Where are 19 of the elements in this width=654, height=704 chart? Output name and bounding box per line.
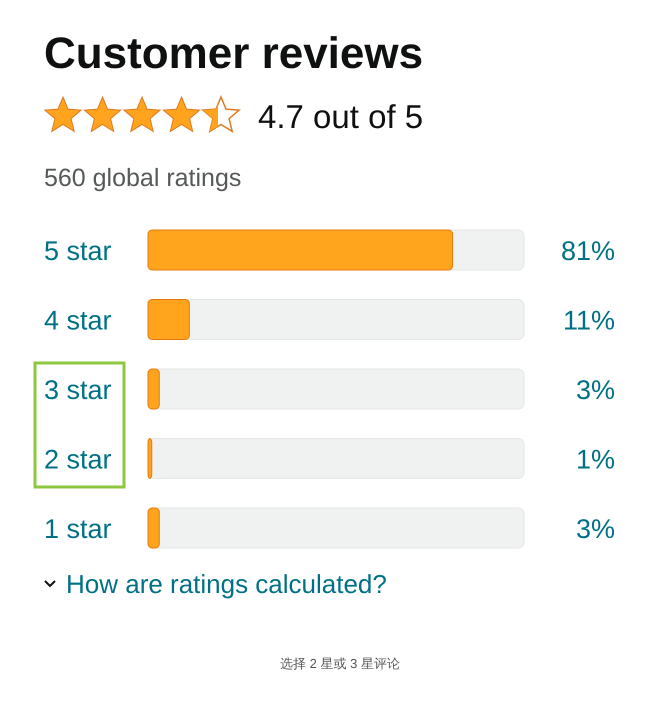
data-label: 3% xyxy=(576,514,615,544)
bar xyxy=(148,508,160,548)
y-tick-label: 3 star xyxy=(44,375,112,405)
bar xyxy=(148,438,152,479)
data-label: 3% xyxy=(576,375,615,405)
y-tick-label: 5 star xyxy=(44,236,112,266)
y-tick-label: 1 star xyxy=(44,514,112,544)
y-tick-label: 2 star xyxy=(44,444,112,474)
bar xyxy=(148,368,160,410)
chart-title: Customer reviews xyxy=(44,29,424,78)
text: How are ratings calculated? xyxy=(66,569,387,599)
data-label: 81% xyxy=(560,236,615,266)
bar xyxy=(148,299,190,340)
y-tick-label: 4 star xyxy=(44,306,112,336)
text: 选择 2 星或 3 星评论 xyxy=(280,656,400,671)
data-label: 11% xyxy=(562,306,615,336)
chart-subtitle: 4.7 out of 5 xyxy=(258,98,424,135)
data-label: 1% xyxy=(576,444,615,474)
text: 560 global ratings xyxy=(44,164,242,192)
